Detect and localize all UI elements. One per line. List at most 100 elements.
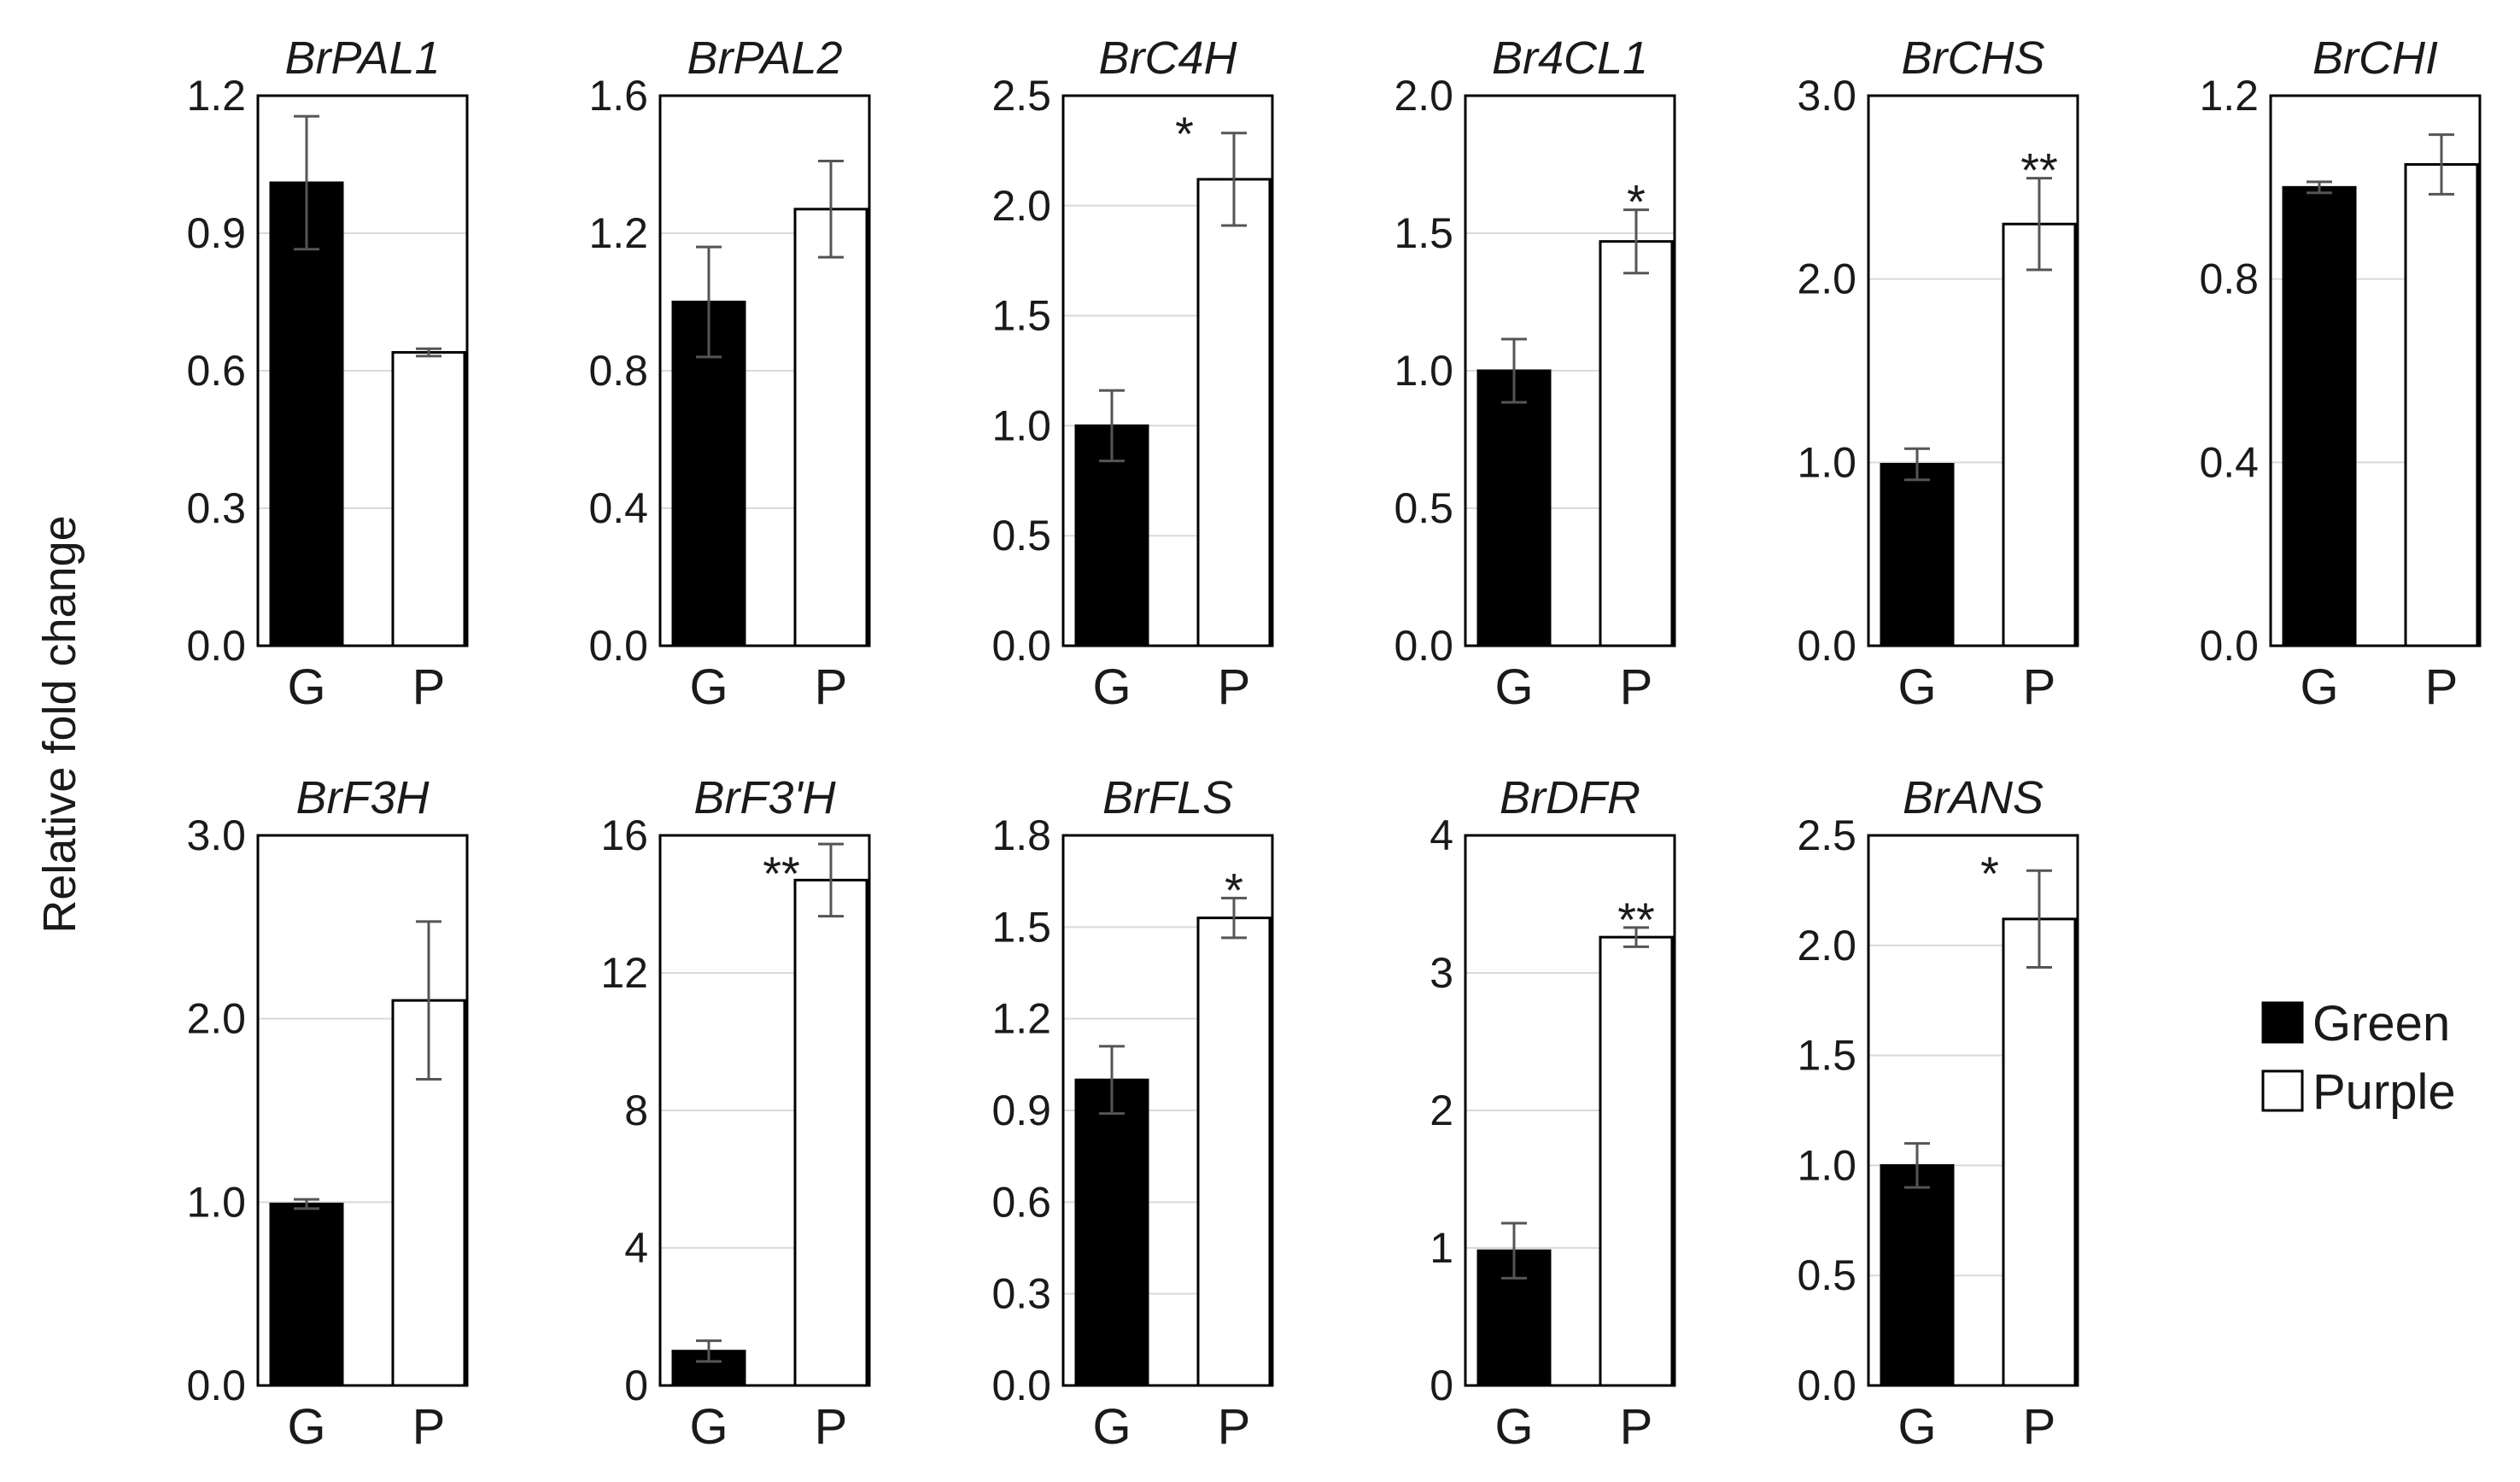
y-tick-label: 0.0 xyxy=(186,622,246,670)
legend-label-green: Green xyxy=(2312,996,2450,1051)
error-bar xyxy=(818,159,844,259)
x-tick-label: G xyxy=(1897,1399,1936,1455)
y-tick-label: 0.0 xyxy=(186,1362,246,1409)
y-tick-label: 1.2 xyxy=(588,209,648,257)
error-bar xyxy=(1623,926,1649,948)
y-tick-label: 2.0 xyxy=(186,995,246,1043)
chart-panels: 0.0 0.3 0.6 0.9 1.2 G P BrPAL1 0.0 0.4 0.8 1.2 1.6 G P… xyxy=(186,32,2482,1455)
y-tick-label: 1.2 xyxy=(991,995,1051,1043)
panel-title: BrCHS xyxy=(1901,32,2044,84)
plot-frame xyxy=(1464,834,1676,1387)
y-tick-label: 0.4 xyxy=(588,484,648,532)
x-tick-label: P xyxy=(1218,659,1251,715)
error-bar xyxy=(2307,180,2332,195)
x-tick-label: P xyxy=(2023,659,2056,715)
y-tick-label: 0.0 xyxy=(2199,622,2259,670)
x-tick-label: G xyxy=(689,1399,728,1455)
panel-br4cl1: 0.0 0.5 1.0 1.5 2.0 G * P Br4CL1 xyxy=(1394,32,1676,715)
y-tick-label: 1.5 xyxy=(991,292,1051,340)
plot-frame xyxy=(1061,834,1274,1387)
panel-title: BrDFR xyxy=(1500,772,1640,823)
error-bar xyxy=(1221,132,1247,227)
panel-brans: 0.0 0.5 1.0 1.5 2.0 2.5 G * P BrANS xyxy=(1797,772,2079,1455)
error-bar xyxy=(294,114,319,251)
y-tick-label: 0.3 xyxy=(186,484,246,532)
y-tick-label: 0.5 xyxy=(991,512,1051,559)
legend-label-purple: Purple xyxy=(2312,1064,2456,1120)
panel-brfls: 0.0 0.3 0.6 0.9 1.2 1.5 1.8 G * P BrFLS xyxy=(991,772,1274,1455)
panel-brc4h: 0.0 0.5 1.0 1.5 2.0 2.5 G * P BrC4H xyxy=(991,32,1274,715)
y-tick-label: 2.0 xyxy=(1394,72,1453,120)
panel-brf3h: 0.0 1.0 2.0 3.0 G P BrF3H xyxy=(186,772,469,1455)
panel-title: BrF3'H xyxy=(693,772,836,823)
error-bar xyxy=(818,842,844,918)
error-bar xyxy=(1501,337,1527,404)
y-tick-label: 0.6 xyxy=(991,1178,1051,1226)
y-tick-label: 0.8 xyxy=(588,347,648,395)
x-tick-label: P xyxy=(412,1399,446,1455)
error-bar xyxy=(696,245,722,359)
y-tick-label: 0 xyxy=(624,1362,648,1409)
x-tick-label: G xyxy=(1494,659,1533,715)
y-tick-label: 0.3 xyxy=(991,1270,1051,1318)
significance-marker: ** xyxy=(763,846,800,900)
y-tick-label: 4 xyxy=(1430,811,1453,859)
y-tick-label: 0.6 xyxy=(186,347,246,395)
y-tick-label: 2.5 xyxy=(991,72,1051,120)
panel-title: BrF3H xyxy=(295,772,430,823)
bar-g xyxy=(2282,185,2357,647)
x-tick-label: G xyxy=(1092,1399,1131,1455)
significance-marker: * xyxy=(1980,846,1999,900)
error-bar xyxy=(1904,1142,1930,1189)
y-tick-label: 1 xyxy=(1430,1224,1453,1272)
bar-p xyxy=(1599,935,1674,1387)
y-tick-label: 1.5 xyxy=(1797,1032,1856,1080)
y-tick-label: 1.0 xyxy=(186,1178,246,1226)
plot-frame xyxy=(1867,94,2079,647)
y-tick-label: 1.6 xyxy=(588,72,648,120)
y-tick-label: 0 xyxy=(1430,1362,1453,1409)
bar-p xyxy=(2404,163,2479,647)
y-tick-label: 3.0 xyxy=(186,811,246,859)
y-tick-label: 0.0 xyxy=(991,622,1051,670)
significance-marker: * xyxy=(1175,107,1194,161)
x-tick-label: P xyxy=(815,659,848,715)
bar-g xyxy=(671,301,746,647)
error-bar xyxy=(1623,208,1649,275)
y-tick-label: 0.0 xyxy=(991,1362,1051,1409)
bar-p xyxy=(391,351,466,647)
panel-brf3h: 0 4 8 12 16 G ** P BrF3'H xyxy=(600,772,871,1455)
bar-p xyxy=(1196,917,1272,1387)
y-axis-label: Relative fold change xyxy=(34,515,85,933)
panel-brchs: 0.0 1.0 2.0 3.0 G ** P BrCHS xyxy=(1797,32,2079,715)
y-tick-label: 0.0 xyxy=(1394,622,1453,670)
y-tick-label: 16 xyxy=(600,811,648,859)
bar-p xyxy=(2002,222,2077,647)
significance-marker: ** xyxy=(2020,144,2058,197)
panel-title: BrANS xyxy=(1903,772,2043,823)
panel-title: BrPAL2 xyxy=(687,32,842,84)
y-tick-label: 0.0 xyxy=(588,622,648,670)
panel-brpal1: 0.0 0.3 0.6 0.9 1.2 G P BrPAL1 xyxy=(186,32,469,715)
y-tick-label: 1.5 xyxy=(991,903,1051,951)
y-tick-label: 0.0 xyxy=(1797,622,1856,670)
error-bar xyxy=(1501,1221,1527,1280)
bar-p xyxy=(1599,240,1674,647)
y-tick-label: 2.0 xyxy=(1797,922,1856,969)
error-bar xyxy=(416,347,441,358)
x-tick-label: G xyxy=(2300,659,2338,715)
plot-frame xyxy=(1061,94,1274,647)
y-tick-label: 4 xyxy=(624,1224,648,1272)
bar-p xyxy=(2002,917,2077,1387)
y-tick-label: 2.0 xyxy=(991,182,1051,230)
plot-frame xyxy=(1867,834,2079,1387)
x-tick-label: P xyxy=(1620,1399,1653,1455)
panel-title: BrPAL1 xyxy=(284,32,440,84)
plot-frame xyxy=(658,94,871,647)
y-tick-label: 1.0 xyxy=(1797,438,1856,486)
y-tick-label: 12 xyxy=(600,949,648,997)
x-tick-label: G xyxy=(1092,659,1131,715)
bar-p xyxy=(793,208,868,647)
x-tick-label: G xyxy=(689,659,728,715)
